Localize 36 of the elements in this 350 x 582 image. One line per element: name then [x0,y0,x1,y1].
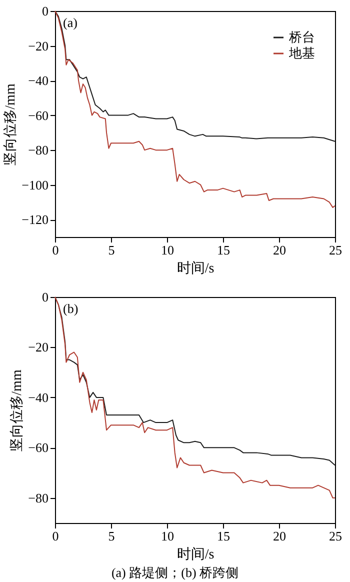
y-tick-label: 0 [42,4,48,18]
x-axis-title: 时间/s [176,546,214,562]
x-tick-label: 5 [108,528,115,544]
x-axis-title: 时间/s [176,260,214,276]
x-tick-label: 25 [329,242,342,258]
y-tick-label: −20 [28,38,48,54]
x-tick-label: 15 [217,242,230,258]
y-tick-label: 0 [42,290,48,304]
y-tick-label: −60 [28,108,48,123]
x-tick-label: 0 [52,242,59,258]
annotation: (b) [63,301,78,316]
line-series [54,10,336,142]
x-tick-label: 25 [329,528,342,544]
y-tick-label: −100 [22,177,48,192]
x-tick-label: 10 [161,242,174,258]
line-series [54,296,336,498]
x-tick-label: 10 [161,528,174,544]
x-tick-label: 5 [108,242,115,258]
y-axis-title: 竖向位移/mm [9,370,26,452]
y-tick-label: −60 [28,440,48,456]
text: (a) 路堤侧；(b) 桥跨侧 [111,565,239,580]
y-axis-title: 竖向位移/mm [2,84,19,166]
line-series [54,10,336,208]
y-tick-label: −40 [28,390,48,405]
y-tick-label: −40 [28,73,48,88]
y-tick-label: −80 [28,490,48,506]
x-tick-label: 15 [217,528,230,544]
annotation: (a) [63,15,78,30]
x-tick-label: 20 [273,242,286,258]
x-tick-label: 20 [273,528,286,544]
y-tick-label: −80 [28,142,48,158]
x-tick-label: 0 [52,528,59,544]
y-tick-label: −20 [28,340,48,355]
legend-label: 桥台 [288,30,315,44]
legend-label: 地基 [288,46,315,60]
y-tick-label: −120 [22,212,48,228]
